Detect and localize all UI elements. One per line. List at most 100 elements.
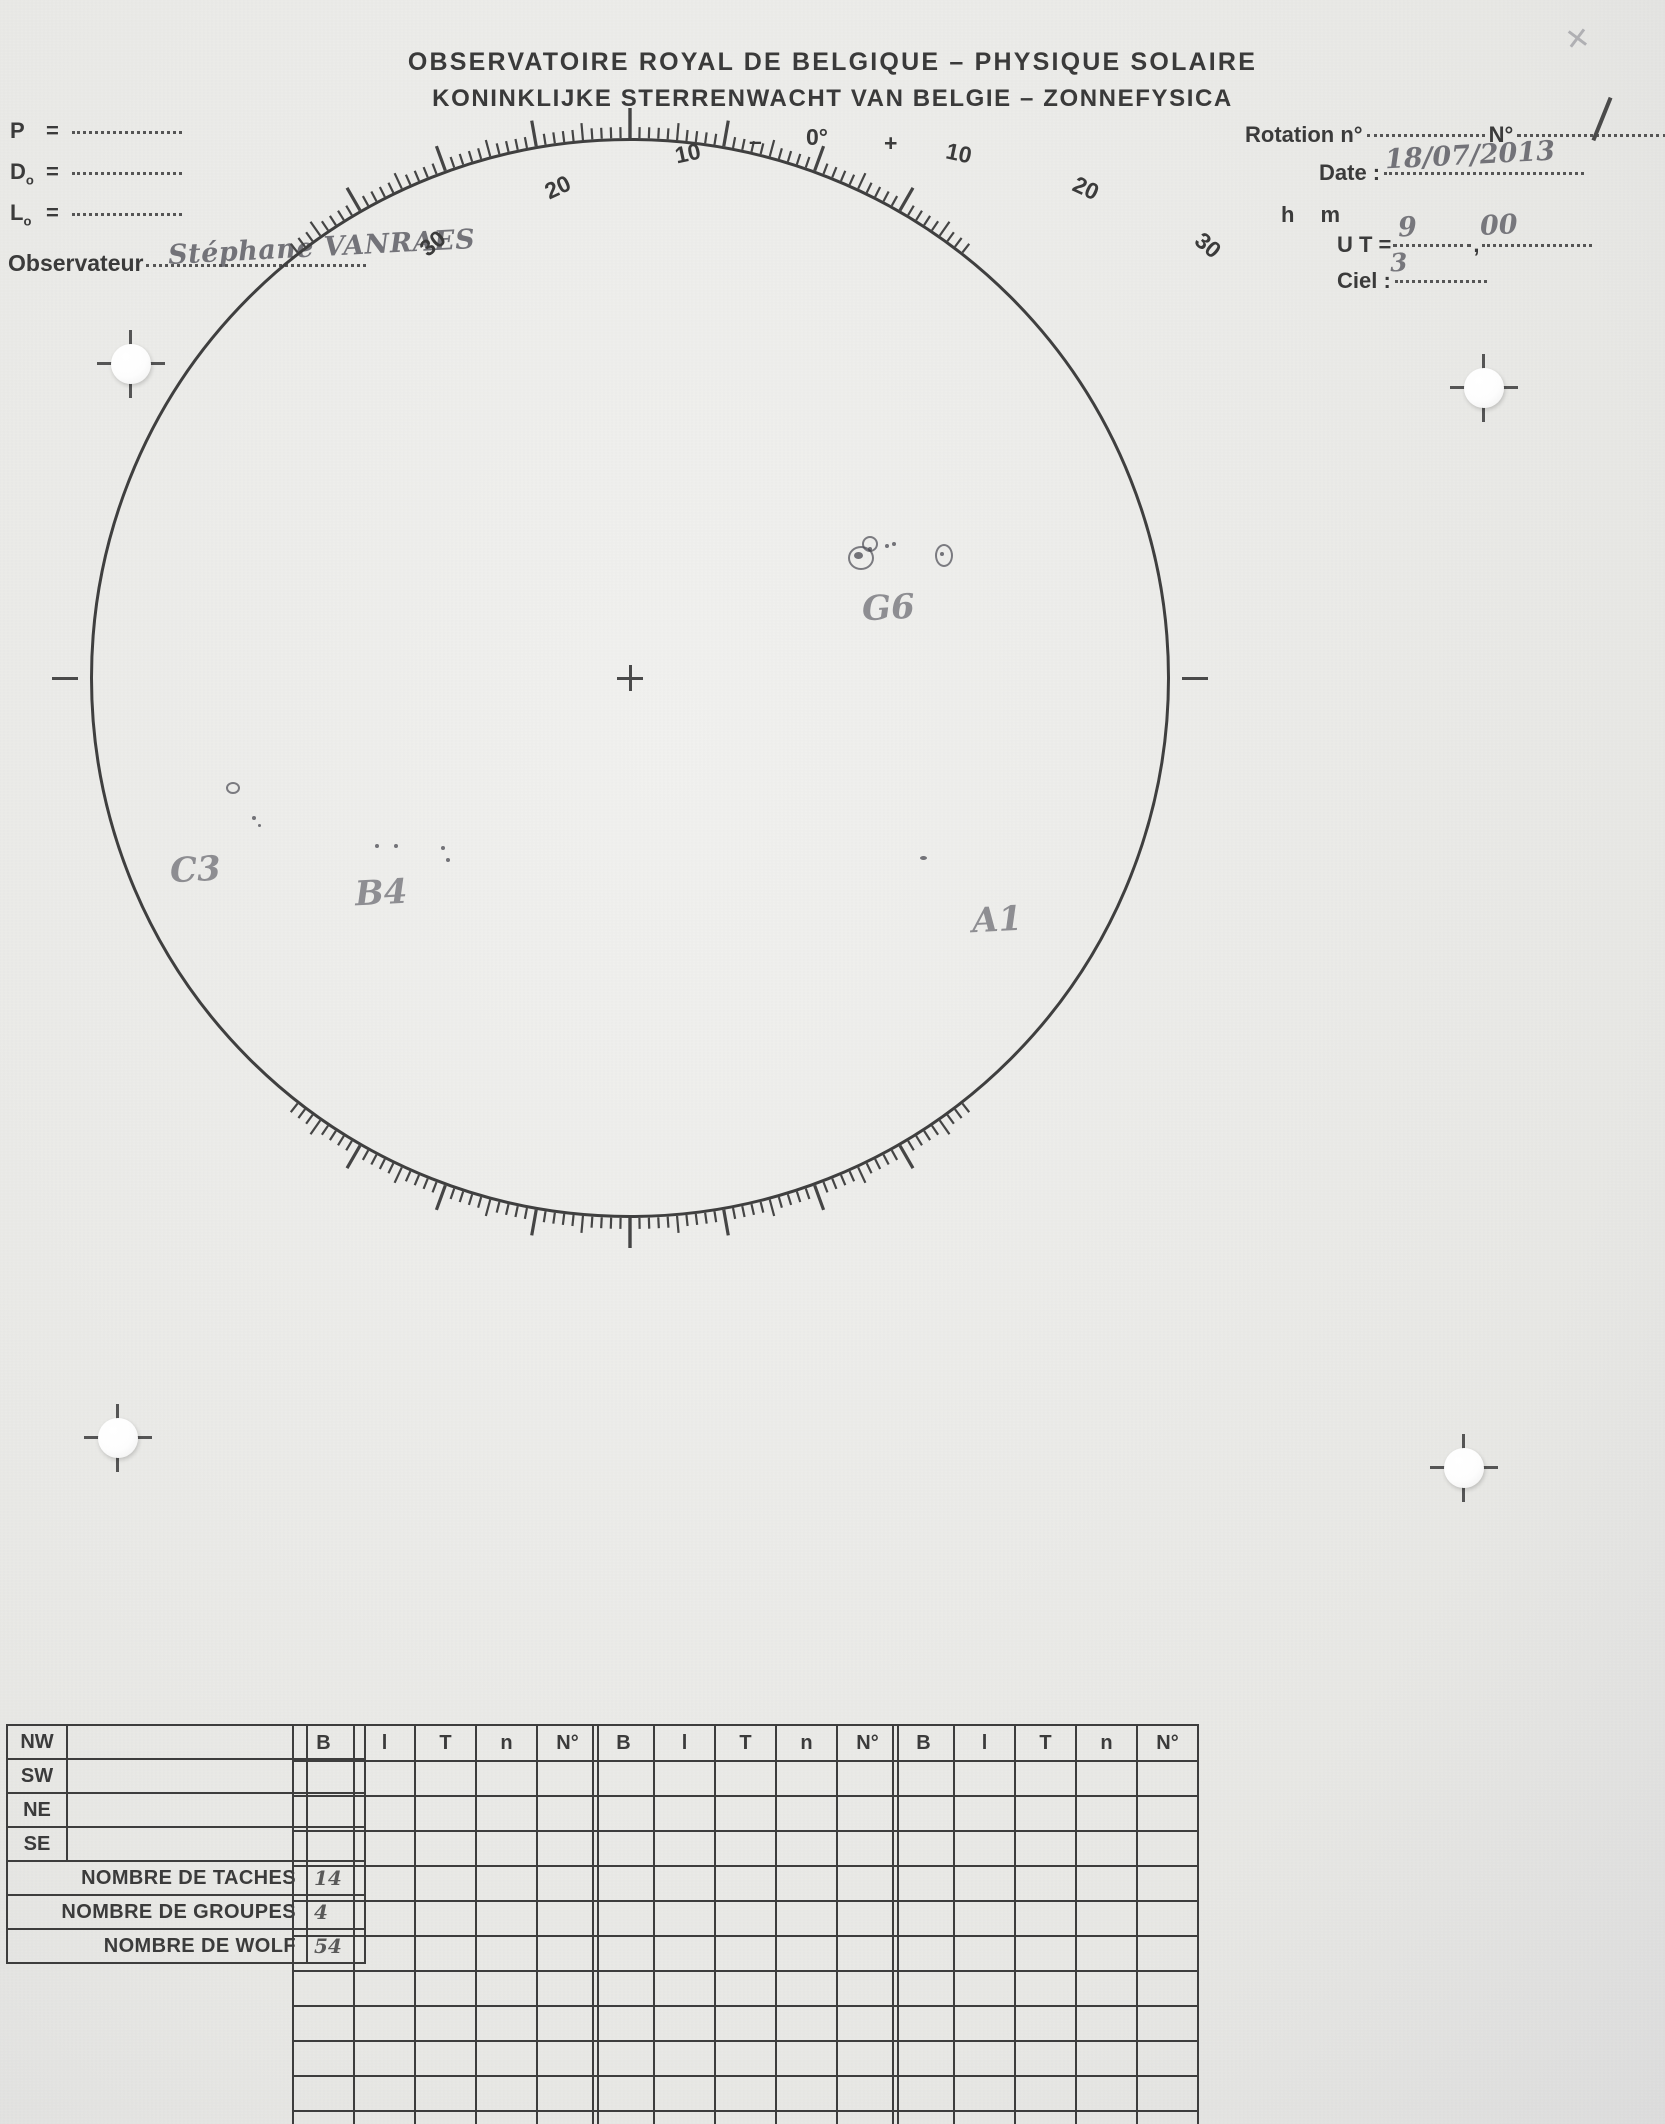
table-cell-b[interactable] <box>592 1760 655 1797</box>
table-cell-n[interactable] <box>475 2075 538 2112</box>
table-cell-n[interactable] <box>1075 1760 1138 1797</box>
table-cell-ndeg[interactable] <box>1136 1865 1199 1902</box>
table-cell-l[interactable] <box>653 1830 716 1867</box>
table-cell-l[interactable] <box>353 1970 416 2007</box>
table-cell-l[interactable] <box>953 2040 1016 2077</box>
table-cell-b[interactable] <box>292 2005 355 2042</box>
table-cell-l[interactable] <box>353 2110 416 2124</box>
table-row[interactable] <box>292 2040 599 2077</box>
table-cell-n[interactable] <box>775 2110 838 2124</box>
table-row[interactable] <box>592 1830 899 1867</box>
table-cell-n[interactable] <box>775 2075 838 2112</box>
table-cell-b[interactable] <box>592 2075 655 2112</box>
table-cell-t[interactable] <box>414 2005 477 2042</box>
table-cell-l[interactable] <box>653 1935 716 1972</box>
table-cell-t[interactable] <box>1014 2005 1077 2042</box>
table-cell-t[interactable] <box>1014 1865 1077 1902</box>
table-cell-t[interactable] <box>414 1795 477 1832</box>
table-cell-ndeg[interactable] <box>1136 2005 1199 2042</box>
table-cell-t[interactable] <box>414 1970 477 2007</box>
table-row[interactable] <box>892 2005 1199 2042</box>
table-cell-l[interactable] <box>653 1760 716 1797</box>
table-cell-b[interactable] <box>892 2075 955 2112</box>
table-cell-n[interactable] <box>475 1970 538 2007</box>
table-cell-b[interactable] <box>592 2005 655 2042</box>
table-cell-b[interactable] <box>892 1935 955 1972</box>
table-cell-ndeg[interactable] <box>836 1760 899 1797</box>
table-cell-b[interactable] <box>892 1830 955 1867</box>
table-row[interactable] <box>292 1935 599 1972</box>
table-row[interactable] <box>592 2040 899 2077</box>
table-row[interactable] <box>292 1970 599 2007</box>
table-cell-b[interactable] <box>292 2040 355 2077</box>
table-cell-b[interactable] <box>892 2040 955 2077</box>
table-cell-ndeg[interactable] <box>1136 1830 1199 1867</box>
table-row[interactable] <box>592 1935 899 1972</box>
table-row[interactable] <box>592 1865 899 1902</box>
table-cell-n[interactable] <box>1075 2005 1138 2042</box>
table-row[interactable] <box>592 1970 899 2007</box>
table-cell-ndeg[interactable] <box>836 2110 899 2124</box>
table-cell-t[interactable] <box>414 1865 477 1902</box>
table-cell-b[interactable] <box>292 1935 355 1972</box>
table-cell-n[interactable] <box>475 2005 538 2042</box>
table-row[interactable] <box>892 2040 1199 2077</box>
table-cell-l[interactable] <box>353 1900 416 1937</box>
table-cell-l[interactable] <box>353 1865 416 1902</box>
date-input[interactable] <box>1384 172 1585 175</box>
table-cell-b[interactable] <box>592 1970 655 2007</box>
table-cell-ndeg[interactable] <box>536 2075 599 2112</box>
table-cell-ndeg[interactable] <box>536 2040 599 2077</box>
table-cell-b[interactable] <box>592 2040 655 2077</box>
table-cell-b[interactable] <box>592 2110 655 2124</box>
table-cell-ndeg[interactable] <box>836 2075 899 2112</box>
table-cell-n[interactable] <box>1075 1935 1138 1972</box>
table-row[interactable] <box>592 1795 899 1832</box>
table-cell-ndeg[interactable] <box>836 1865 899 1902</box>
table-row[interactable]: NOMBRE DE GROUPES 4 <box>6 1894 366 1930</box>
table-cell-b[interactable] <box>292 1900 355 1937</box>
table-cell-ndeg[interactable] <box>1136 2110 1199 2124</box>
table-row[interactable] <box>892 2110 1199 2124</box>
table-cell-l[interactable] <box>653 2005 716 2042</box>
table-cell-b[interactable] <box>292 1795 355 1832</box>
table-cell-b[interactable] <box>292 2110 355 2124</box>
table-cell-t[interactable] <box>1014 1760 1077 1797</box>
table-cell-n[interactable] <box>775 1830 838 1867</box>
table-row[interactable] <box>292 1795 599 1832</box>
parameter-input-p[interactable] <box>72 131 182 134</box>
table-cell-t[interactable] <box>714 2075 777 2112</box>
summary-value-se[interactable] <box>66 1826 308 1862</box>
table-cell-n[interactable] <box>475 1865 538 1902</box>
table-cell-n[interactable] <box>475 1760 538 1797</box>
table-cell-t[interactable] <box>1014 2040 1077 2077</box>
table-cell-b[interactable] <box>592 1865 655 1902</box>
table-cell-t[interactable] <box>1014 1970 1077 2007</box>
table-cell-t[interactable] <box>1014 1935 1077 1972</box>
table-cell-b[interactable] <box>292 2075 355 2112</box>
table-cell-l[interactable] <box>653 2040 716 2077</box>
table-cell-l[interactable] <box>353 1830 416 1867</box>
ut-hours-input[interactable] <box>1393 244 1472 247</box>
table-cell-l[interactable] <box>653 1970 716 2007</box>
table-cell-t[interactable] <box>714 1900 777 1937</box>
table-cell-l[interactable] <box>353 2075 416 2112</box>
table-cell-n[interactable] <box>775 1935 838 1972</box>
table-row[interactable] <box>592 2075 899 2112</box>
table-row[interactable] <box>592 1760 899 1797</box>
table-cell-n[interactable] <box>775 1970 838 2007</box>
table-cell-l[interactable] <box>953 1970 1016 2007</box>
table-cell-b[interactable] <box>292 1970 355 2007</box>
table-row[interactable] <box>892 2075 1199 2112</box>
table-row[interactable] <box>592 1900 899 1937</box>
table-cell-l[interactable] <box>953 1760 1016 1797</box>
parameter-input-l0[interactable] <box>72 213 182 216</box>
table-cell-t[interactable] <box>414 2075 477 2112</box>
table-cell-l[interactable] <box>953 2110 1016 2124</box>
table-cell-b[interactable] <box>592 1935 655 1972</box>
table-cell-n[interactable] <box>775 2005 838 2042</box>
table-cell-l[interactable] <box>953 1830 1016 1867</box>
table-cell-t[interactable] <box>1014 2075 1077 2112</box>
table-row[interactable] <box>592 2110 899 2124</box>
table-cell-ndeg[interactable] <box>536 1795 599 1832</box>
